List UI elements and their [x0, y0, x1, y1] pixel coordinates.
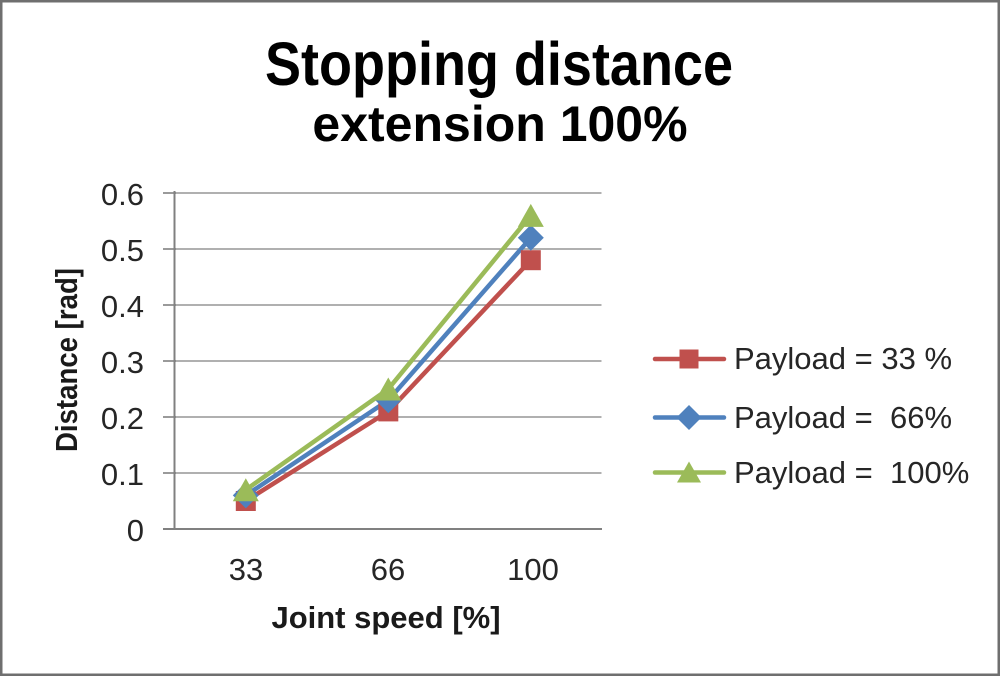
svg-text:0.4: 0.4	[101, 289, 144, 324]
svg-text:extension 100%: extension 100%	[312, 96, 687, 152]
svg-text:0: 0	[127, 513, 144, 548]
svg-text:Joint speed [%]: Joint speed [%]	[271, 600, 500, 635]
svg-text:Payload = 33 %: Payload = 33 %	[734, 341, 952, 376]
svg-text:0.6: 0.6	[101, 177, 144, 212]
svg-text:33: 33	[229, 552, 263, 587]
svg-text:66: 66	[371, 552, 405, 587]
svg-text:100: 100	[507, 552, 559, 587]
svg-text:Stopping distance: Stopping distance	[265, 30, 733, 98]
svg-text:0.3: 0.3	[101, 345, 144, 380]
svg-text:Payload = 100%: Payload = 100%	[734, 455, 969, 490]
svg-text:0.1: 0.1	[101, 457, 144, 492]
svg-text:0.5: 0.5	[101, 233, 144, 268]
svg-text:0.2: 0.2	[101, 401, 144, 436]
svg-text:Payload = 66%: Payload = 66%	[734, 400, 952, 435]
svg-text:Distance [rad]: Distance [rad]	[49, 268, 84, 452]
